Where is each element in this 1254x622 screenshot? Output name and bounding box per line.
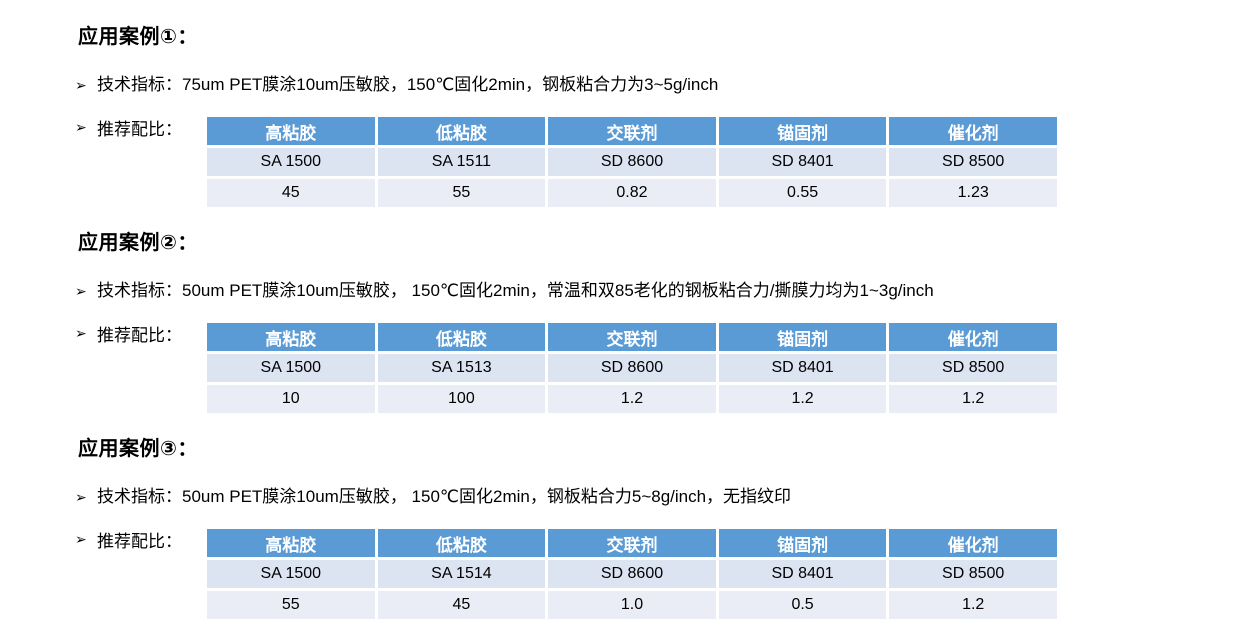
table-cell: 1.0: [548, 591, 716, 619]
ratio-row: ➢ 推荐配比： 高粘胶 低粘胶 交联剂 锚固剂 催化剂 SA 1500 SA 1…: [75, 322, 1254, 416]
table-cell: SA 1500: [207, 354, 375, 382]
table-cell: 0.82: [548, 179, 716, 207]
tech-spec-text: 技术指标：50um PET膜涂10um压敏胶， 150℃固化2min，常温和双8…: [97, 281, 934, 300]
column-header: 交联剂: [548, 529, 716, 557]
table-cell: 55: [207, 591, 375, 619]
table-cell: SD 8600: [548, 560, 716, 588]
ratio-label: 推荐配比：: [97, 120, 182, 139]
column-header: 催化剂: [889, 323, 1057, 351]
column-header: 交联剂: [548, 323, 716, 351]
table-cell: 1.2: [548, 385, 716, 413]
table-cell: SD 8500: [889, 148, 1057, 176]
ratio-row: ➢ 推荐配比： 高粘胶 低粘胶 交联剂 锚固剂 催化剂 SA 1500 SA 1…: [75, 528, 1254, 622]
tech-spec-row: ➢ 技术指标：50um PET膜涂10um压敏胶， 150℃固化2min，常温和…: [75, 280, 1254, 302]
ratio-table: 高粘胶 低粘胶 交联剂 锚固剂 催化剂 SA 1500 SA 1514 SD 8…: [204, 526, 1060, 622]
column-header: 高粘胶: [207, 323, 375, 351]
application-case-2-section: 应用案例②： ➢ 技术指标：50um PET膜涂10um压敏胶， 150℃固化2…: [0, 226, 1254, 416]
ratio-table: 高粘胶 低粘胶 交联剂 锚固剂 催化剂 SA 1500 SA 1513 SD 8…: [204, 320, 1060, 416]
table-cell: SD 8600: [548, 148, 716, 176]
tech-spec-text: 技术指标：50um PET膜涂10um压敏胶， 150℃固化2min，钢板粘合力…: [97, 487, 792, 506]
application-case-1-section: 应用案例①： ➢ 技术指标：75um PET膜涂10um压敏胶，150℃固化2m…: [0, 20, 1254, 210]
table-cell: SD 8401: [718, 560, 887, 588]
table-row: SA 1500 SA 1514 SD 8600 SD 8401 SD 8500: [207, 560, 1057, 588]
table-cell: 55: [377, 179, 546, 207]
arrow-bullet-icon: ➢: [75, 325, 87, 341]
column-header: 低粘胶: [377, 117, 546, 145]
column-header: 高粘胶: [207, 529, 375, 557]
table-cell: SD 8401: [718, 354, 887, 382]
table-cell: 1.23: [889, 179, 1057, 207]
ratio-label: 推荐配比：: [97, 532, 182, 551]
ratio-table: 高粘胶 低粘胶 交联剂 锚固剂 催化剂 SA 1500 SA 1511 SD 8…: [204, 114, 1060, 210]
table-cell: 45: [377, 591, 546, 619]
column-header: 低粘胶: [377, 323, 546, 351]
table-header-row: 高粘胶 低粘胶 交联剂 锚固剂 催化剂: [207, 117, 1057, 145]
table-cell: 0.5: [718, 591, 887, 619]
table-cell: SA 1514: [377, 560, 546, 588]
table-cell: SA 1500: [207, 560, 375, 588]
arrow-bullet-icon: ➢: [75, 489, 87, 505]
section-title: 应用案例①：: [78, 26, 198, 48]
table-row: 10 100 1.2 1.2 1.2: [207, 385, 1057, 413]
column-header: 锚固剂: [718, 117, 887, 145]
arrow-bullet-icon: ➢: [75, 119, 87, 135]
column-header: 催化剂: [889, 529, 1057, 557]
table-cell: 45: [207, 179, 375, 207]
table-row: 45 55 0.82 0.55 1.23: [207, 179, 1057, 207]
table-cell: 0.55: [718, 179, 887, 207]
table-cell: 1.2: [889, 385, 1057, 413]
ratio-label: 推荐配比：: [97, 326, 182, 345]
table-row: 55 45 1.0 0.5 1.2: [207, 591, 1057, 619]
table-cell: SD 8500: [889, 354, 1057, 382]
table-cell: 10: [207, 385, 375, 413]
tech-spec-text: 技术指标：75um PET膜涂10um压敏胶，150℃固化2min，钢板粘合力为…: [97, 75, 719, 94]
table-cell: SA 1500: [207, 148, 375, 176]
table-row: SA 1500 SA 1511 SD 8600 SD 8401 SD 8500: [207, 148, 1057, 176]
table-cell: 1.2: [718, 385, 887, 413]
arrow-bullet-icon: ➢: [75, 77, 87, 93]
column-header: 低粘胶: [377, 529, 546, 557]
table-cell: SA 1511: [377, 148, 546, 176]
table-cell: SD 8500: [889, 560, 1057, 588]
table-cell: 100: [377, 385, 546, 413]
table-cell: SD 8600: [548, 354, 716, 382]
column-header: 锚固剂: [718, 323, 887, 351]
section-title: 应用案例③：: [78, 438, 198, 460]
section-title: 应用案例②：: [78, 232, 198, 254]
column-header: 交联剂: [548, 117, 716, 145]
column-header: 高粘胶: [207, 117, 375, 145]
table-header-row: 高粘胶 低粘胶 交联剂 锚固剂 催化剂: [207, 323, 1057, 351]
table-header-row: 高粘胶 低粘胶 交联剂 锚固剂 催化剂: [207, 529, 1057, 557]
tech-spec-row: ➢ 技术指标：50um PET膜涂10um压敏胶， 150℃固化2min，钢板粘…: [75, 486, 1254, 508]
ratio-row: ➢ 推荐配比： 高粘胶 低粘胶 交联剂 锚固剂 催化剂 SA 1500 SA 1…: [75, 116, 1254, 210]
column-header: 催化剂: [889, 117, 1057, 145]
table-row: SA 1500 SA 1513 SD 8600 SD 8401 SD 8500: [207, 354, 1057, 382]
column-header: 锚固剂: [718, 529, 887, 557]
tech-spec-row: ➢ 技术指标：75um PET膜涂10um压敏胶，150℃固化2min，钢板粘合…: [75, 74, 1254, 96]
table-cell: SD 8401: [718, 148, 887, 176]
table-cell: 1.2: [889, 591, 1057, 619]
arrow-bullet-icon: ➢: [75, 531, 87, 547]
application-case-3-section: 应用案例③： ➢ 技术指标：50um PET膜涂10um压敏胶， 150℃固化2…: [0, 432, 1254, 622]
arrow-bullet-icon: ➢: [75, 283, 87, 299]
table-cell: SA 1513: [377, 354, 546, 382]
